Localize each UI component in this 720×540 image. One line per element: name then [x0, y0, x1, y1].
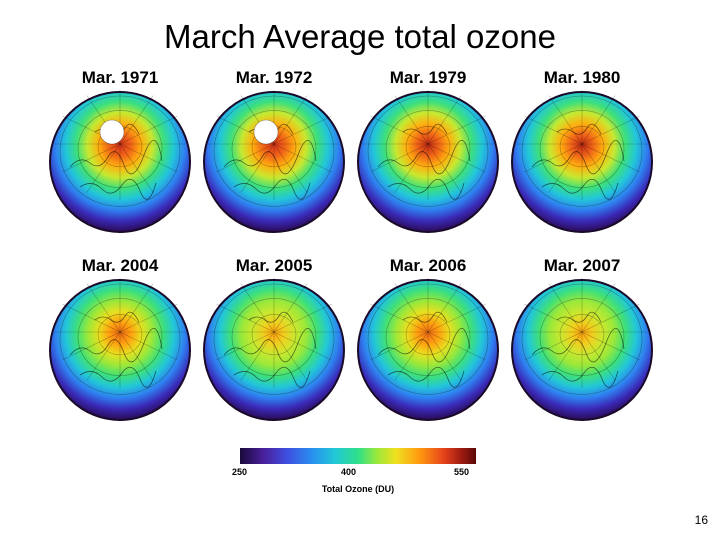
colorbar-legend: 250 400 550 Total Ozone (DU)	[232, 448, 476, 498]
graticule-meridian	[548, 95, 616, 193]
graticule-meridian	[548, 95, 616, 193]
ozone-map-panel: Mar. 1979	[353, 68, 503, 238]
colorbar-label: Total Ozone (DU)	[321, 484, 395, 494]
ozone-map-panel: Mar. 1972	[199, 68, 349, 238]
ozone-globe-map	[203, 278, 345, 421]
coastline	[377, 123, 471, 200]
ozone-map-panel: Mar. 2004	[45, 256, 195, 426]
graticule-meridian	[240, 283, 308, 381]
ozone-globe-map	[511, 278, 653, 421]
no-data-region	[253, 119, 279, 145]
graticule-meridian	[240, 95, 308, 193]
page-number: 16	[694, 513, 708, 527]
ozone-map-panel: Mar. 2006	[353, 256, 503, 426]
graticule-circle	[213, 95, 335, 207]
panel-label: Mar. 2006	[389, 256, 467, 275]
panel-label: Mar. 2007	[543, 256, 621, 275]
graticule-circle	[521, 95, 643, 207]
graticule-meridian	[394, 283, 462, 381]
graticule-meridian	[62, 115, 178, 173]
ozone-map-panel: Mar. 2005	[199, 256, 349, 426]
graticule-circle	[405, 126, 451, 168]
graticule-circle	[97, 314, 143, 356]
colorbar-gradient	[240, 448, 476, 464]
colorbar-tick-min: 250	[232, 467, 248, 477]
graticule-meridian	[370, 115, 486, 173]
graticule-meridian	[216, 115, 332, 173]
graticule-circle	[559, 126, 605, 168]
ozone-globe-map	[49, 278, 191, 421]
ozone-globe-map	[357, 278, 499, 421]
graticule-meridian	[62, 303, 178, 361]
ozone-map-panel: Mar. 1971	[45, 68, 195, 238]
coastline	[531, 123, 625, 200]
graticule-meridian	[370, 303, 486, 361]
graticule-meridian	[216, 303, 332, 361]
panel-label: Mar. 2005	[235, 256, 313, 275]
graticule-meridian	[394, 283, 462, 381]
graticule-meridian	[240, 95, 308, 193]
graticule-meridian	[216, 303, 332, 361]
coastline	[377, 311, 471, 388]
panel-label: Mar. 1979	[389, 68, 467, 87]
globe-disc	[49, 91, 191, 233]
graticule-circle	[213, 283, 335, 395]
globe-disc	[357, 91, 499, 233]
panel-label: Mar. 2004	[81, 256, 159, 275]
globe-disc	[49, 279, 191, 421]
graticule-meridian	[86, 95, 154, 193]
graticule-circle	[521, 283, 643, 395]
globe-disc	[511, 279, 653, 421]
graticule-meridian	[370, 303, 486, 361]
graticule-circle	[59, 95, 181, 207]
graticule-meridian	[524, 303, 640, 361]
panel-label: Mar. 1971	[81, 68, 159, 87]
ozone-globe-map	[49, 90, 191, 233]
ozone-globe-map	[203, 90, 345, 233]
graticule-meridian	[86, 95, 154, 193]
graticule-meridian	[62, 303, 178, 361]
graticule-meridian	[524, 115, 640, 173]
colorbar-tick-max: 550	[454, 467, 470, 477]
graticule-meridian	[394, 95, 462, 193]
graticule-meridian	[548, 283, 616, 381]
slide-title: March Average total ozone	[164, 18, 556, 55]
panel-label: Mar. 1972	[235, 68, 313, 87]
coastline	[69, 311, 163, 388]
colorbar-tick-mid: 400	[341, 467, 357, 477]
graticule-meridian	[524, 303, 640, 361]
graticule-meridian	[524, 115, 640, 173]
ozone-map-panel: Mar. 2007	[507, 256, 657, 426]
globe-disc	[511, 91, 653, 233]
globe-disc	[357, 279, 499, 421]
graticule-meridian	[548, 283, 616, 381]
globe-disc	[203, 91, 345, 233]
no-data-region	[99, 119, 125, 145]
graticule-meridian	[240, 283, 308, 381]
graticule-circle	[367, 95, 489, 207]
graticule-circle	[251, 314, 297, 356]
graticule-meridian	[62, 115, 178, 173]
graticule-circle	[405, 314, 451, 356]
graticule-meridian	[370, 115, 486, 173]
globe-disc	[203, 279, 345, 421]
graticule-meridian	[86, 283, 154, 381]
coastline	[223, 311, 317, 388]
ozone-map-panel: Mar. 1980	[507, 68, 657, 238]
graticule-circle	[559, 314, 605, 356]
ozone-globe-map	[511, 90, 653, 233]
coastline	[531, 311, 625, 388]
graticule-circle	[367, 283, 489, 395]
graticule-meridian	[86, 283, 154, 381]
ozone-globe-map	[357, 90, 499, 233]
graticule-meridian	[394, 95, 462, 193]
graticule-meridian	[216, 115, 332, 173]
graticule-circle	[59, 283, 181, 395]
panel-label: Mar. 1980	[543, 68, 621, 87]
